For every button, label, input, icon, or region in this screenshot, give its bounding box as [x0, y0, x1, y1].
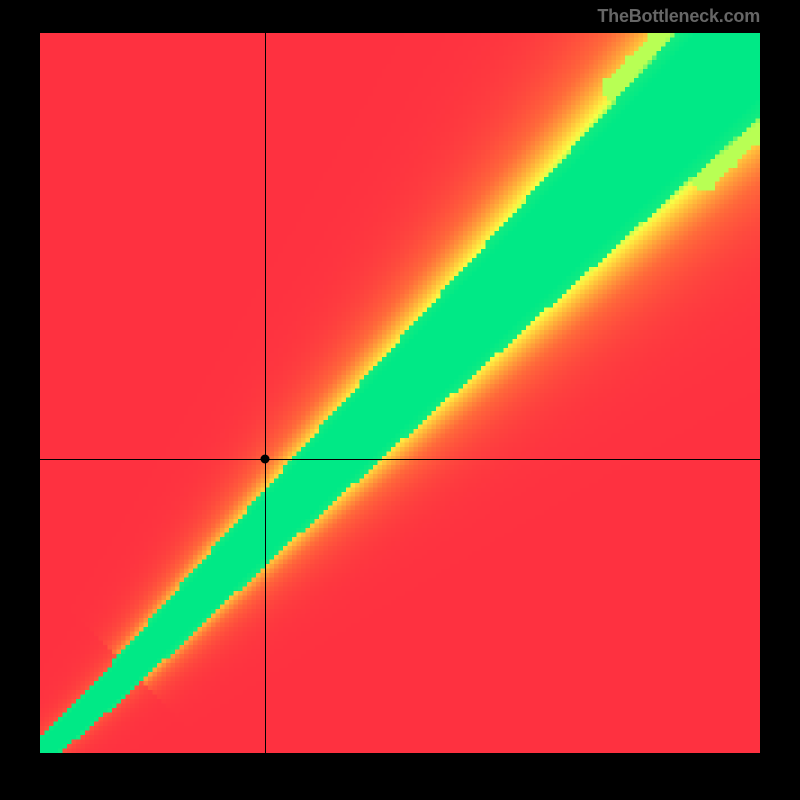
- crosshair-horizontal-line: [40, 459, 760, 460]
- watermark-text: TheBottleneck.com: [597, 6, 760, 27]
- crosshair-vertical-line: [265, 33, 266, 753]
- crosshair-marker-dot: [260, 455, 269, 464]
- bottleneck-heatmap: [40, 33, 760, 753]
